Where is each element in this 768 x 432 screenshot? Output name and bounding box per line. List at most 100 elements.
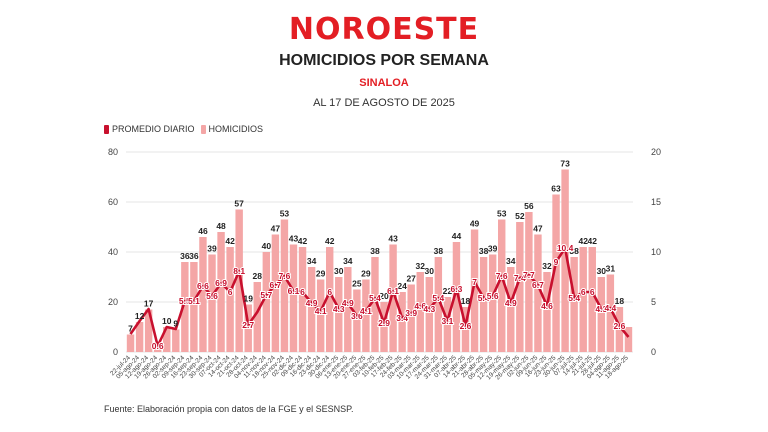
bar-data-label: 38 — [370, 246, 380, 256]
bar — [253, 282, 261, 352]
bar-data-label: 38 — [569, 246, 579, 256]
bar — [226, 247, 234, 352]
bar-data-label: 12 — [135, 311, 145, 321]
bar — [516, 222, 524, 352]
bar-data-label: 28 — [253, 271, 263, 281]
avg-data-label: 5.4 — [369, 293, 381, 303]
avg-data-label: 4.1 — [315, 306, 327, 316]
bar-data-label: 25 — [352, 279, 362, 289]
avg-data-label: 6.9 — [215, 278, 227, 288]
bar — [135, 322, 144, 352]
bar-data-label: 36 — [189, 251, 199, 261]
bar — [344, 267, 352, 352]
bar — [181, 262, 189, 352]
bar-data-label: 31 — [606, 264, 616, 274]
bar-data-label: 34 — [343, 256, 353, 266]
bar — [362, 279, 370, 352]
bar — [461, 307, 470, 352]
avg-data-label: 5.4 — [478, 293, 490, 303]
avg-data-label: 4.9 — [342, 298, 354, 308]
avg-data-label: 4.9 — [505, 298, 517, 308]
bar-data-label: 29 — [361, 269, 371, 279]
bar — [371, 257, 379, 352]
right-tick-label: 10 — [651, 247, 661, 257]
bar-data-label: 36 — [180, 251, 190, 261]
bar-data-label: 56 — [524, 201, 534, 211]
avg-data-label: 7.7 — [523, 270, 535, 280]
avg-data-label: 5.4 — [568, 293, 580, 303]
bar-data-label: 20 — [379, 291, 389, 301]
avg-data-label: 5.6 — [487, 291, 499, 301]
avg-data-label: 6 — [581, 287, 586, 297]
bar — [525, 212, 533, 352]
legend-item-homicidios: HOMICIDIOS — [200, 124, 263, 134]
bar — [597, 277, 606, 352]
avg-data-label: 6.3 — [451, 284, 463, 294]
avg-data-label: 7 — [472, 277, 477, 287]
avg-data-label: 6 — [590, 287, 595, 297]
bar — [624, 327, 633, 352]
avg-data-label: 4.1 — [360, 306, 372, 316]
bar-data-label: 43 — [289, 234, 299, 244]
bar-data-label: 7 — [128, 324, 133, 334]
chart-legend: PROMEDIO DIARIO HOMICIDIOS — [104, 124, 269, 134]
bar-data-label: 38 — [434, 246, 444, 256]
bar — [380, 302, 388, 352]
bar-data-label: 9 — [173, 319, 178, 329]
bar — [615, 307, 624, 352]
bar-data-label: 42 — [225, 236, 235, 246]
left-tick-label: 60 — [108, 197, 118, 207]
bar — [434, 257, 443, 352]
bar — [199, 237, 207, 352]
bar-data-label: 47 — [271, 224, 281, 234]
bar-data-label: 30 — [597, 266, 607, 276]
bar — [507, 267, 515, 352]
bar-data-label: 19 — [243, 294, 253, 304]
avg-data-label: 4.3 — [333, 304, 345, 314]
bar — [335, 277, 343, 352]
avg-data-label: 6 — [300, 287, 305, 297]
bar — [126, 334, 135, 352]
avg-data-label: 6.7 — [269, 280, 281, 290]
bar-data-label: 48 — [216, 221, 226, 231]
avg-data-label: 3.9 — [405, 308, 417, 318]
bar — [389, 244, 397, 352]
bar — [208, 254, 216, 352]
bar — [588, 247, 596, 352]
page-subtitle: SINALOA — [359, 77, 409, 89]
avg-data-label: 4.6 — [541, 301, 553, 311]
avg-data-label: 6.6 — [197, 281, 209, 291]
bar-data-label: 42 — [298, 236, 308, 246]
bar-data-label: 42 — [578, 236, 588, 246]
legend-swatch-homicidios — [200, 124, 206, 134]
bar-data-label: 27 — [406, 274, 416, 284]
left-tick-label: 80 — [108, 147, 118, 157]
avg-data-label: 6.1 — [387, 286, 399, 296]
avg-data-label: 7.6 — [496, 271, 508, 281]
right-tick-label: 15 — [651, 197, 661, 207]
bar-data-label: 38 — [479, 246, 489, 256]
bar — [244, 304, 252, 352]
bar — [570, 257, 578, 352]
bar-data-label: 10 — [162, 316, 172, 326]
bar — [579, 247, 587, 352]
bar-data-label: 52 — [515, 211, 525, 221]
left-tick-label: 40 — [108, 247, 118, 257]
avg-data-label: 8.1 — [233, 266, 245, 276]
bar — [407, 284, 415, 352]
bar-data-label: 42 — [325, 236, 335, 246]
bar-data-label: 57 — [234, 199, 244, 209]
avg-data-label: 5.1 — [188, 296, 200, 306]
avg-data-label: 6.1 — [288, 286, 300, 296]
bar-data-label: 44 — [452, 231, 462, 241]
bar — [498, 219, 506, 352]
bar — [479, 257, 488, 352]
bar-data-label: 29 — [316, 269, 326, 279]
avg-data-label: 6 — [327, 287, 332, 297]
bar — [271, 234, 280, 352]
page-title: HOMICIDIOS POR SEMANA — [279, 52, 489, 69]
bar — [425, 277, 434, 352]
legend-swatch-promedio — [104, 124, 109, 134]
avg-data-label: 4.3 — [423, 304, 435, 314]
avg-data-label: 6.7 — [532, 280, 544, 290]
